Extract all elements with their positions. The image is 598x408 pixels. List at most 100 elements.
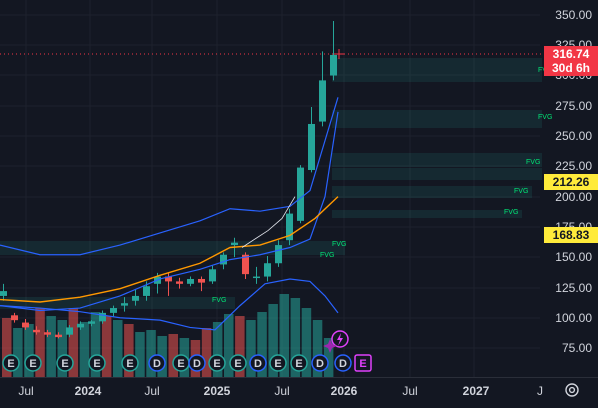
fvg-zone: [332, 168, 542, 180]
candle-body: [286, 213, 293, 241]
volume-bar: [168, 334, 178, 378]
trend-line: [241, 196, 296, 248]
candle-body: [22, 322, 29, 328]
event-badge-label: E: [234, 358, 241, 370]
earnings-badge: [121, 354, 139, 372]
price-axis-label: 225.00: [555, 159, 592, 173]
candle-body: [319, 80, 326, 122]
volume-bar: [201, 328, 212, 378]
volume-bar: [2, 318, 12, 378]
volume-bar: [124, 324, 134, 378]
dividend-badge: [334, 354, 352, 372]
event-badge-label: E: [7, 358, 14, 370]
dividend-badge: [148, 354, 166, 372]
fvg-zone: [0, 241, 345, 255]
event-badge-label: D: [193, 358, 201, 370]
volume-bar: [90, 312, 101, 378]
candle-body: [242, 254, 249, 275]
event-badge-label: D: [254, 358, 262, 370]
earnings-badge: [208, 354, 226, 372]
volume-bar: [301, 308, 312, 378]
level-tag-lower: 168.83: [544, 227, 598, 243]
volume-bar: [268, 304, 278, 378]
fvg-zone: [332, 210, 522, 218]
event-badge-label: D: [339, 358, 347, 370]
fvg-zone: [332, 58, 542, 82]
volume-bar: [13, 328, 23, 378]
candle-body: [88, 321, 95, 324]
candle-body: [253, 276, 260, 279]
earnings-badge: [56, 354, 74, 372]
price-axis-label: 100.00: [555, 311, 592, 325]
bollinger-lower: [0, 278, 339, 331]
price-axis-label: 350.00: [555, 8, 592, 22]
volume-bar: [279, 294, 289, 378]
candle-body: [176, 281, 183, 284]
candle-body: [198, 278, 205, 283]
earnings-badge: [24, 354, 42, 372]
volume-bar: [246, 320, 256, 378]
volume-bar: [224, 314, 234, 378]
bar-countdown: 30d 6h: [551, 61, 590, 75]
volume-bar: [113, 320, 123, 378]
candle-body: [275, 245, 282, 264]
candle-body: [77, 323, 84, 328]
time-axis-label: Jul: [402, 384, 418, 398]
volume-bar: [323, 338, 334, 378]
candle-body: [264, 263, 271, 277]
candle-body: [0, 291, 7, 296]
time-axis-label: 2026: [330, 384, 358, 398]
time-axis-label: 2027: [462, 384, 490, 398]
time-axis-label: 2024: [74, 384, 102, 398]
last-price-tag: 316.74 30d 6h: [544, 46, 598, 76]
price-axis-label: 200.00: [555, 190, 592, 204]
fvg-label: FVG: [212, 297, 226, 304]
time-axis-label: 2025: [203, 384, 231, 398]
bollinger-upper: [0, 97, 339, 256]
candle-body: [297, 167, 304, 221]
volume-bar: [24, 324, 34, 378]
event-badge-label: D: [153, 358, 161, 370]
earnings-badge: [290, 354, 308, 372]
fvg-label: FVG: [320, 252, 334, 259]
event-badge-label: D: [316, 358, 324, 370]
fvg-label: FVG: [538, 114, 552, 121]
moving-average: [0, 196, 339, 303]
candle-body: [308, 123, 315, 170]
candle-body: [66, 327, 73, 335]
earnings-badge: [88, 354, 106, 372]
settings-icon[interactable]: [564, 382, 580, 398]
candle-body: [99, 312, 106, 322]
fvg-label: FVG: [526, 159, 540, 166]
event-badge-label: E: [213, 358, 220, 370]
price-axis-label: 275.00: [555, 99, 592, 113]
time-axis-label: Jul: [144, 384, 160, 398]
lightning-icon-glyph: [337, 333, 343, 346]
event-badge-label: E: [359, 358, 366, 370]
event-badge-label: E: [93, 358, 100, 370]
time-axis-divider: [0, 377, 598, 378]
volume-bar: [312, 320, 323, 378]
earnings-badge: [269, 354, 287, 372]
bollinger-mid: [0, 111, 339, 312]
event-badge-label: E: [61, 358, 68, 370]
earnings-badge: [229, 354, 247, 372]
candle-body: [110, 308, 117, 313]
dividend-badge: [249, 354, 267, 372]
fvg-label: FVG: [514, 188, 528, 195]
spark-icon: [323, 339, 337, 353]
fvg-zone: [332, 110, 542, 128]
volume-bar: [46, 316, 56, 378]
fvg-zone: [332, 186, 532, 198]
fvg-label: FVG: [504, 209, 518, 216]
fvg-label: FVG: [332, 241, 346, 248]
price-axis-label: 75.00: [561, 341, 592, 355]
volume-bar: [212, 322, 223, 378]
volume-bar: [57, 320, 67, 378]
volume-bar: [290, 298, 301, 378]
level-tag-upper: 212.26: [544, 174, 598, 190]
candle-body: [33, 329, 40, 333]
volume-bar: [68, 308, 79, 378]
